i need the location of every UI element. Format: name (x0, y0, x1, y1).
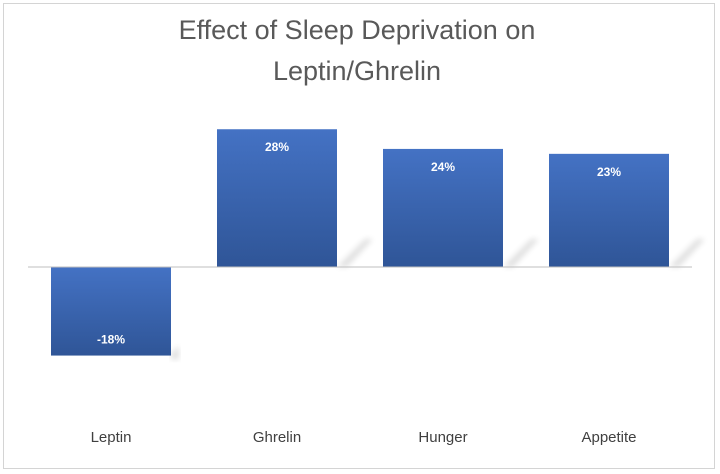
chart-title-line-2: Leptin/Ghrelin (273, 56, 441, 86)
data-label-appetite: 23% (597, 165, 621, 179)
chart-title-line-1: Effect of Sleep Deprivation on (179, 15, 536, 45)
category-label-appetite: Appetite (581, 429, 636, 446)
category-label-hunger: Hunger (418, 429, 467, 446)
bar-leptin (51, 267, 171, 356)
data-labels: -18% 28% 24% 23% (97, 140, 621, 346)
bar-hunger (383, 148, 503, 267)
bar-shadow-ghrelin (337, 239, 373, 267)
data-label-leptin: -18% (97, 333, 125, 347)
category-label-ghrelin: Ghrelin (253, 429, 301, 446)
bar-appetite (549, 153, 669, 267)
bar-shadow-appetite (669, 239, 705, 267)
category-label-leptin: Leptin (91, 429, 132, 446)
bar-ghrelin (217, 129, 337, 267)
bars (51, 129, 669, 356)
bar-shadows (171, 239, 705, 360)
bar-shadow-hunger (503, 239, 539, 267)
bar-shadow-leptin (171, 345, 179, 360)
category-labels: Leptin Ghrelin Hunger Appetite (91, 429, 637, 446)
data-label-ghrelin: 28% (265, 140, 289, 154)
data-label-hunger: 24% (431, 160, 455, 174)
